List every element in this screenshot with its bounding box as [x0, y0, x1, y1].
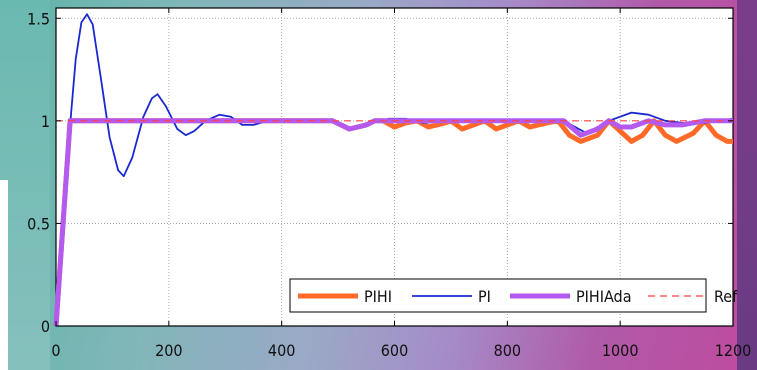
x-tick-label: 0	[51, 341, 60, 360]
legend-label-pi: PI	[478, 287, 491, 306]
legend-box	[289, 278, 707, 313]
x-tick-label: 1200	[715, 341, 752, 360]
y-tick-label: 1	[41, 112, 50, 131]
x-tick-label: 800	[494, 341, 521, 360]
series-line-pihiada	[53, 118, 733, 327]
y-tick-label: 0	[41, 317, 50, 336]
series-group	[53, 13, 734, 327]
y-tick-label: 0.5	[27, 214, 50, 233]
x-tick-label: 1000	[602, 341, 639, 360]
legend-label-pihi: PIHI	[364, 287, 392, 306]
x-tick-label: 600	[381, 341, 408, 360]
legend: PIHI PI PIHIAda Ref	[289, 278, 738, 313]
y-tick-label: 1.5	[27, 9, 50, 28]
background-left-panel	[0, 0, 50, 370]
axis-ticks: 0 200 400 600 800 1000 1200 0 0.5 1 1.5	[27, 8, 751, 360]
x-tick-label: 400	[268, 341, 295, 360]
x-tick-label: 200	[155, 341, 182, 360]
legend-label-pihiada: PIHIAda	[576, 287, 632, 306]
background-left-strip	[0, 180, 8, 370]
legend-label-ref: Ref	[714, 287, 738, 306]
background-right-band	[737, 0, 757, 370]
